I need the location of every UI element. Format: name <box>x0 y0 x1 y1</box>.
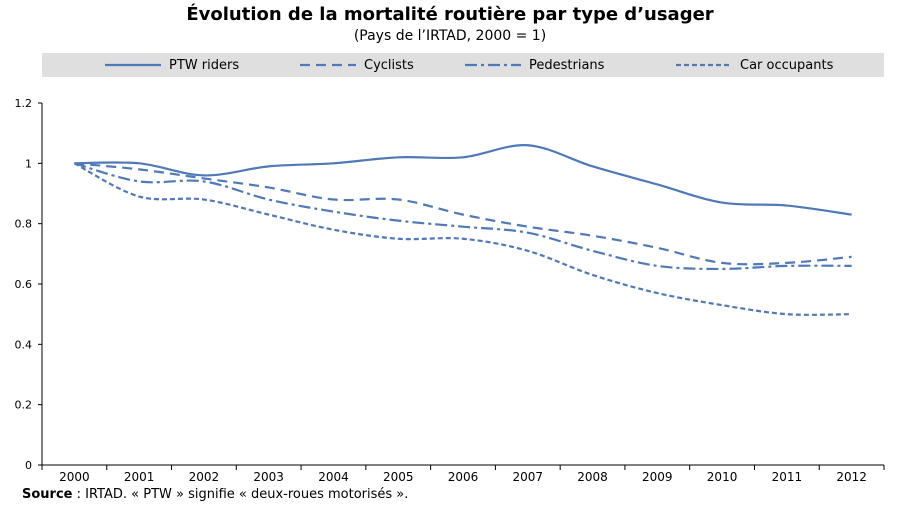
series-line-ptw-riders <box>74 144 852 216</box>
source-label: Source <box>22 487 73 502</box>
legend-swatch-car-occupants <box>676 63 732 67</box>
source-text: : IRTAD. « PTW » signifie « deux-roues m… <box>72 487 409 502</box>
series-line-pedestrians <box>74 162 852 271</box>
x-tick-label: 2003 <box>253 470 284 484</box>
x-tick-label: 2011 <box>772 470 803 484</box>
legend: PTW riders Cyclists Pedestrians Car occu… <box>42 53 884 77</box>
legend-item-pedestrians: Pedestrians <box>465 53 604 77</box>
y-tick-label: 0.2 <box>15 399 33 412</box>
x-tick-label: 2002 <box>189 470 220 484</box>
y-tick-label: 1 <box>25 157 32 170</box>
y-tick-label: 0.6 <box>15 278 33 291</box>
series-line-car-occupants <box>73 162 852 316</box>
x-tick-label: 2000 <box>59 470 90 484</box>
x-tick-label: 2005 <box>383 470 414 484</box>
x-tick-label: 2009 <box>642 470 673 484</box>
x-tick-label: 2012 <box>836 470 867 484</box>
legend-label-ptw-riders: PTW riders <box>169 57 240 73</box>
x-tick-label: 2001 <box>124 470 155 484</box>
legend-swatch-pedestrians <box>465 63 521 67</box>
x-tick-label: 2008 <box>577 470 608 484</box>
x-tick-label: 2007 <box>512 470 543 484</box>
y-tick-label: 0.4 <box>15 338 33 351</box>
legend-label-cyclists: Cyclists <box>364 57 414 73</box>
chart-subtitle: (Pays de l’IRTAD, 2000 = 1) <box>353 28 547 44</box>
legend-swatch-cyclists <box>300 63 356 67</box>
y-tick-label: 1.2 <box>15 97 33 110</box>
chart-title: Évolution de la mortalité routière par t… <box>186 4 714 25</box>
legend-label-car-occupants: Car occupants <box>740 57 834 73</box>
legend-label-pedestrians: Pedestrians <box>529 57 605 73</box>
x-tick-label: 2010 <box>707 470 738 484</box>
x-tick-label: 2004 <box>318 470 349 484</box>
y-tick-label: 0.8 <box>15 218 33 231</box>
source-footnote: Source : IRTAD. « PTW » signifie « deux-… <box>22 487 408 502</box>
legend-item-car-occupants: Car occupants <box>676 53 833 77</box>
legend-item-ptw-riders: PTW riders <box>105 53 239 77</box>
series-line-cyclists <box>74 162 852 266</box>
y-tick-label: 0 <box>25 459 32 472</box>
x-tick-label: 2006 <box>448 470 479 484</box>
legend-item-cyclists: Cyclists <box>300 53 414 77</box>
legend-swatch-ptw-riders <box>105 63 161 67</box>
